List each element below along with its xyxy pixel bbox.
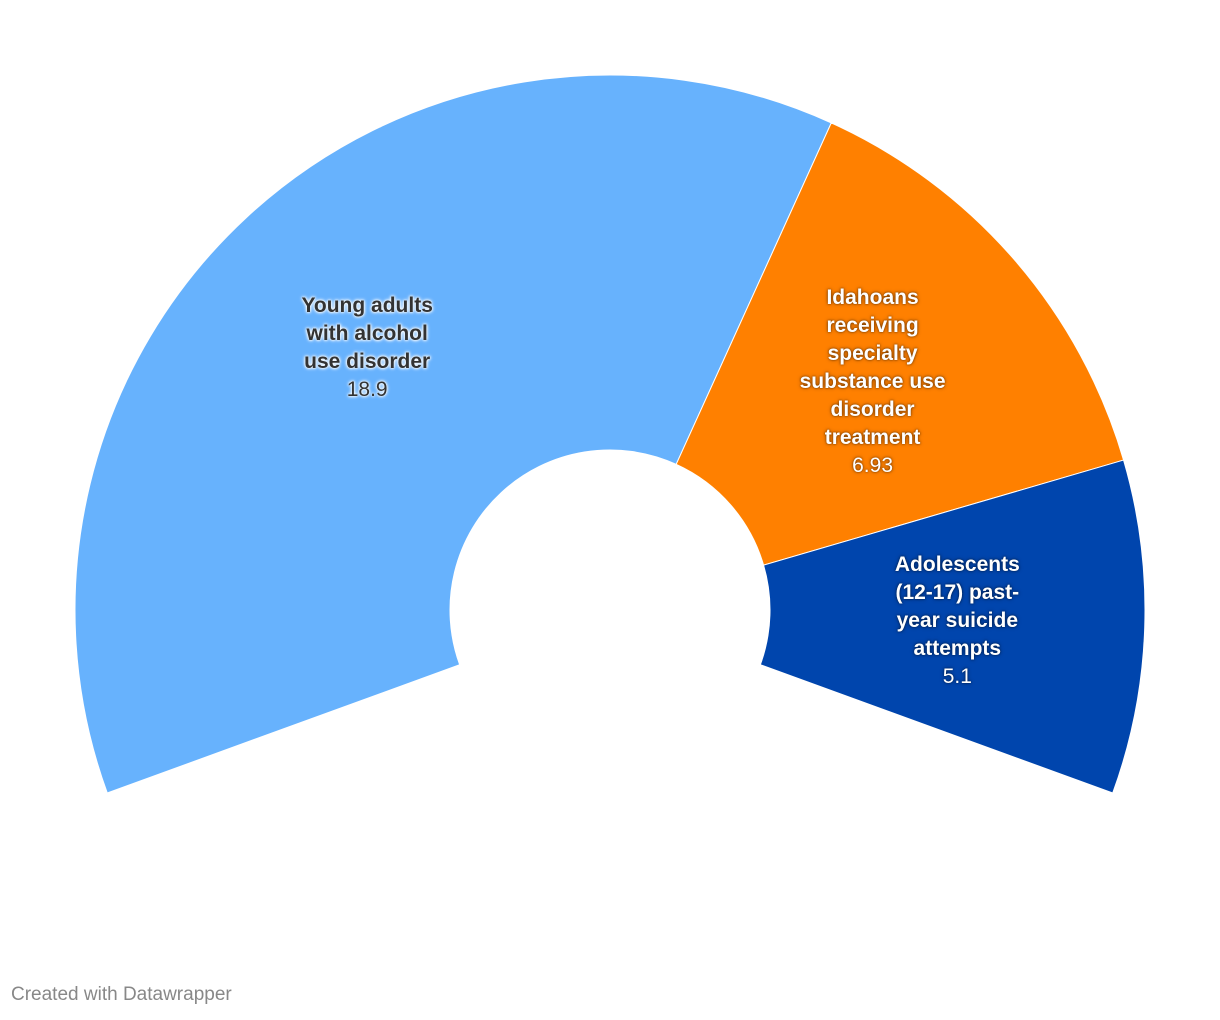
- slice-2[interactable]: [675, 122, 1125, 566]
- slice-category-label: Idahoans receiving specialty substance u…: [799, 286, 946, 450]
- slice-category-label: Young adults with alcohol use disorder: [301, 293, 433, 373]
- footer-credit[interactable]: Created with Datawrapper: [11, 984, 232, 1005]
- slice-value-label: 5.1: [942, 665, 972, 689]
- slice-label-1: Young adults with alcohol use disorder 18…: [292, 292, 442, 404]
- slice-3[interactable]: [759, 459, 1146, 794]
- slice-1[interactable]: [74, 74, 832, 794]
- slice-label-3: Adolescents (12-17) past-year suicide at…: [875, 551, 1040, 691]
- slice-value-label: 18.9: [346, 377, 388, 401]
- slice-value-label: 6.93: [852, 454, 893, 478]
- slice-label-2: Idahoans receiving specialty substance u…: [790, 284, 955, 480]
- slice-category-label: Adolescents (12-17) past-year suicide at…: [894, 553, 1020, 661]
